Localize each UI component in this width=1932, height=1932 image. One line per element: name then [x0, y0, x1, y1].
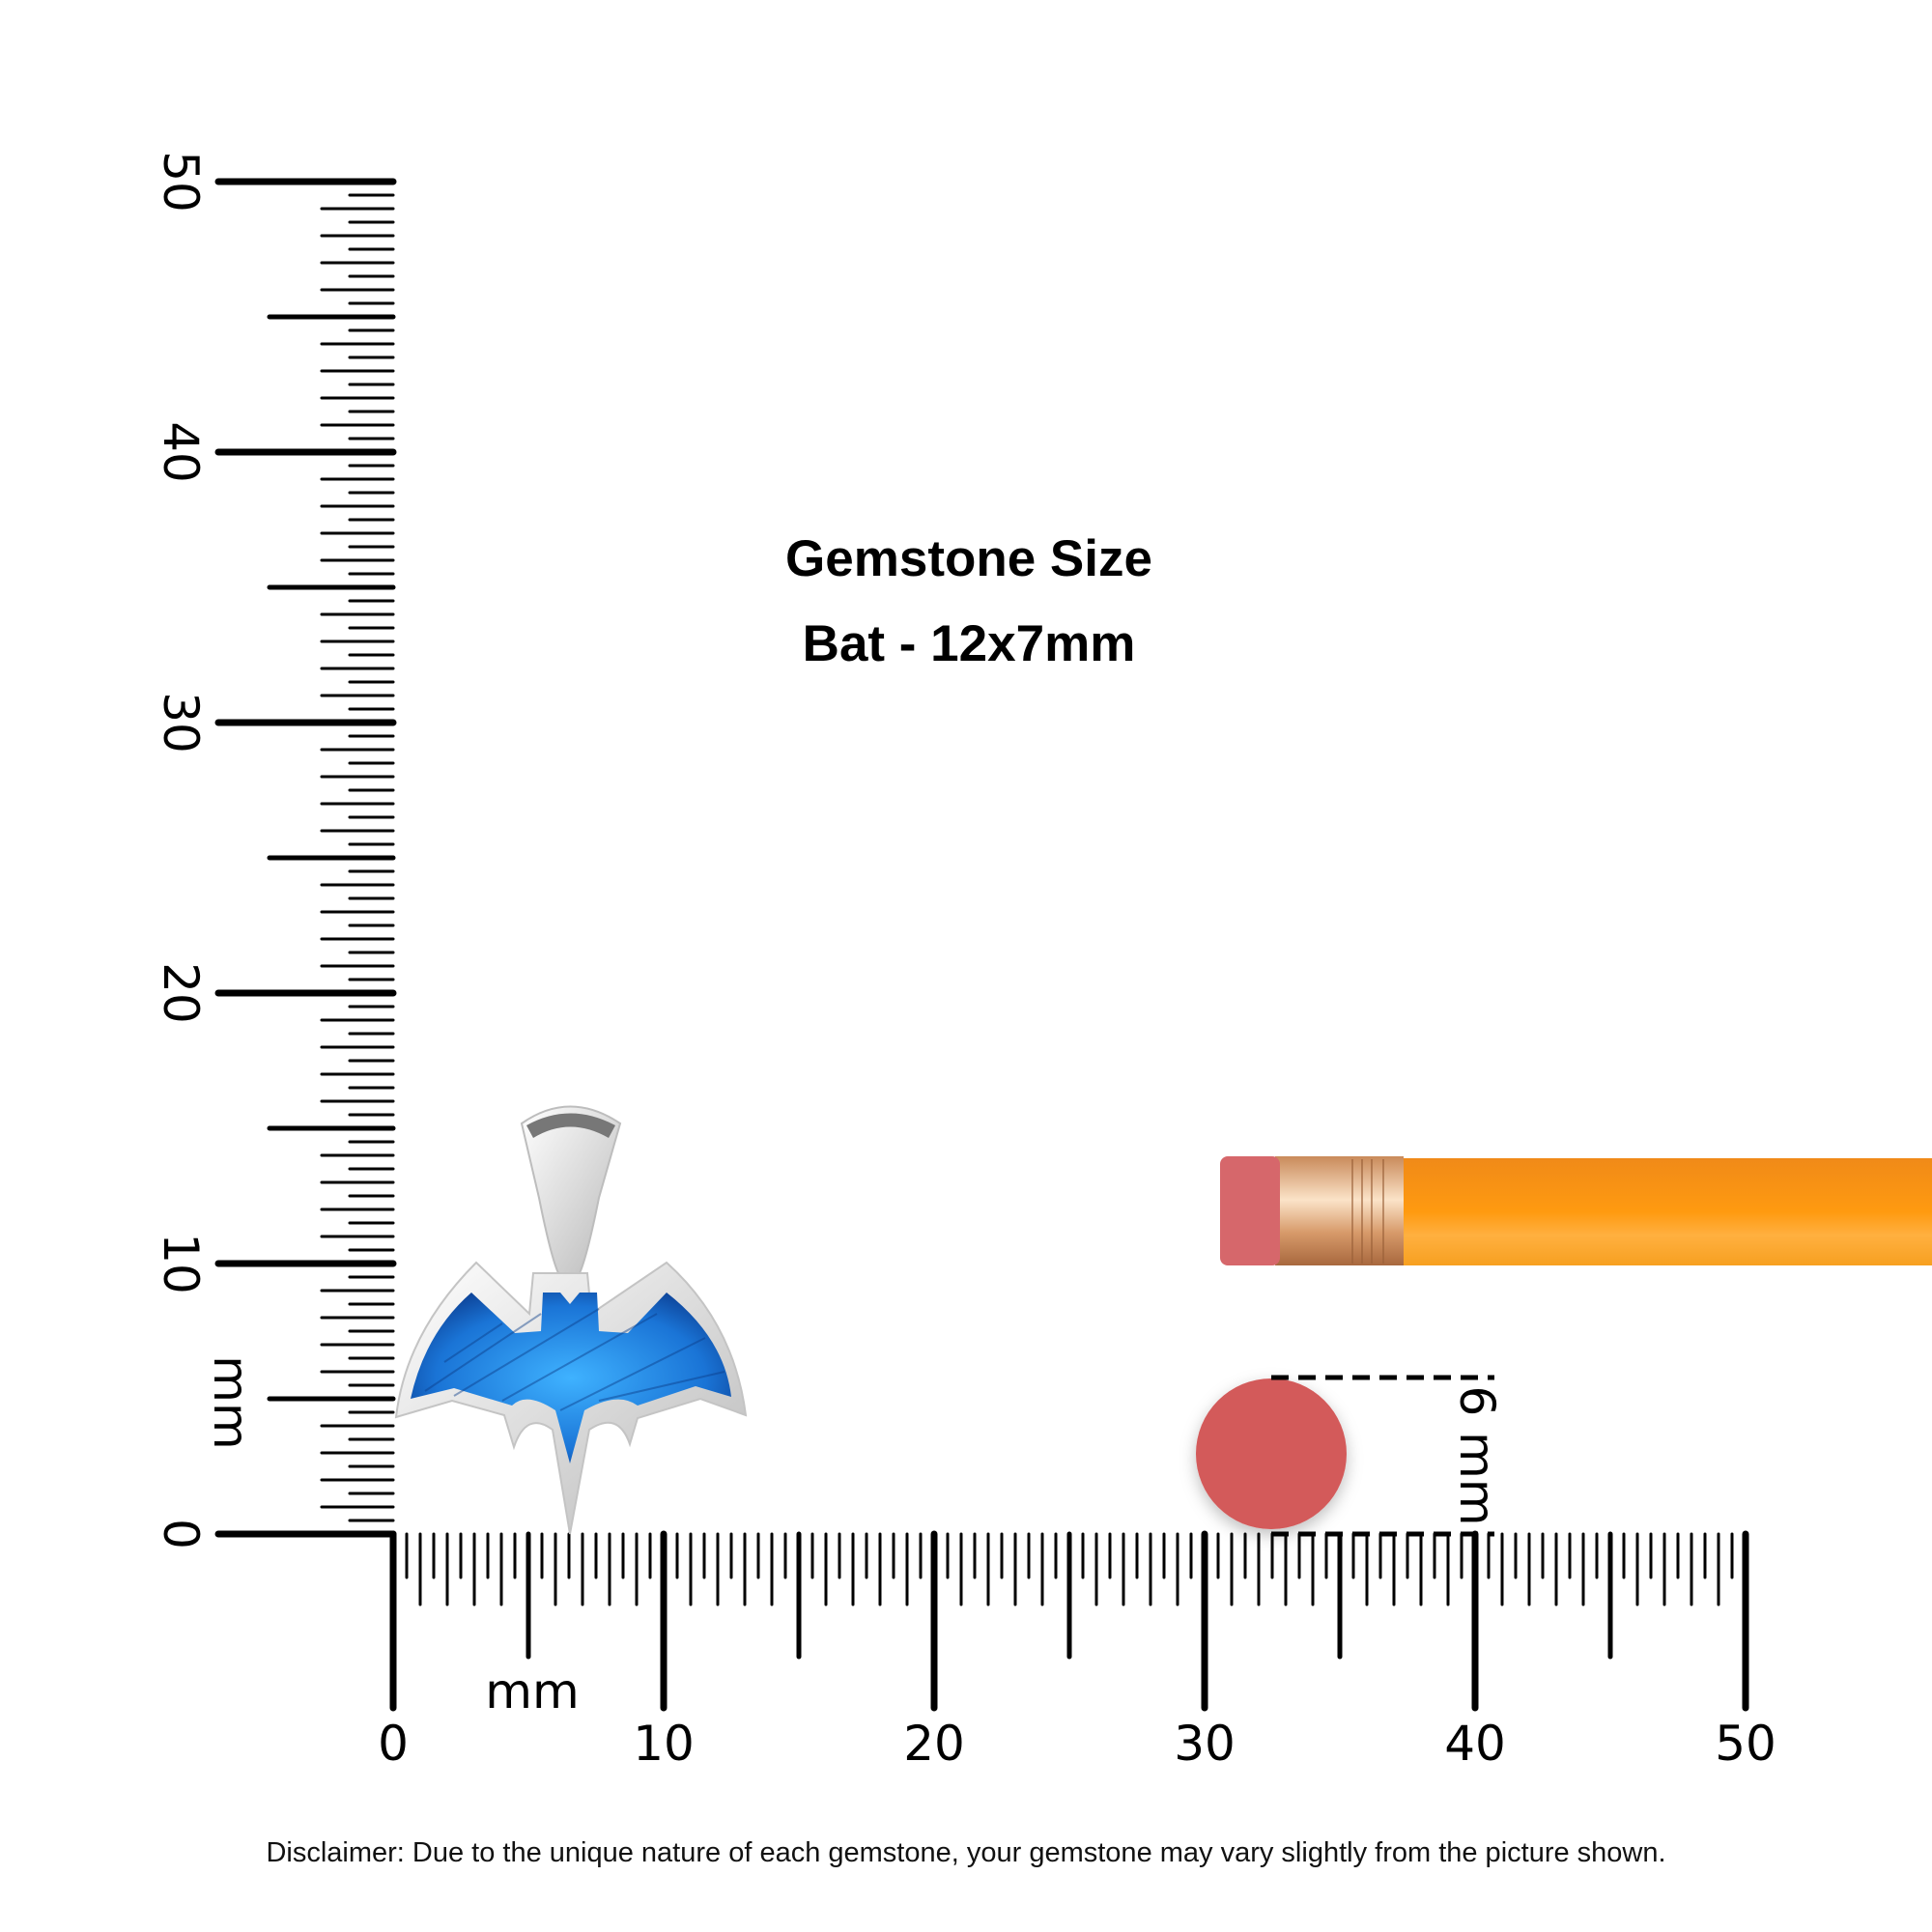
pencil-body [1401, 1158, 1932, 1265]
pencil-eraser [1220, 1156, 1280, 1265]
vertical-tick-label: 30 [153, 692, 209, 753]
horizontal-tick-label: 10 [633, 1716, 695, 1772]
labradorite-stone [411, 1293, 731, 1463]
ruler-ticks [214, 178, 1749, 1712]
vertical-ruler-labels: 0 10 20 30 40 50 [153, 151, 209, 1549]
gemstone-size-title: Gemstone Size [785, 530, 1152, 587]
horizontal-tick-label: 0 [378, 1716, 409, 1772]
eraser-disc [1196, 1378, 1347, 1529]
bat-pendant [394, 1105, 748, 1535]
pencil-ferrule [1275, 1156, 1404, 1265]
horizontal-tick-label: 30 [1174, 1716, 1236, 1772]
horizontal-tick-label: 40 [1444, 1716, 1506, 1772]
horizontal-tick-label: 50 [1715, 1716, 1776, 1772]
vertical-tick-label: 40 [153, 421, 209, 483]
vertical-tick-label: 10 [153, 1233, 209, 1294]
disclaimer-text: Disclaimer: Due to the unique nature of … [266, 1837, 1666, 1868]
vertical-tick-label: 50 [153, 151, 209, 213]
horizontal-unit-label: mm [485, 1663, 579, 1719]
horizontal-tick-label: 20 [903, 1716, 965, 1772]
vertical-tick-label: 0 [153, 1519, 209, 1549]
vertical-unit-label: mm [203, 1355, 259, 1449]
horizontal-ruler-labels: 0 10 20 30 40 50 [378, 1716, 1776, 1772]
reference-pencil [1220, 1156, 1932, 1265]
vertical-tick-label: 20 [153, 962, 209, 1024]
gemstone-size-subtitle: Bat - 12x7mm [802, 615, 1136, 672]
eraser-size-label: 6 mm [1449, 1385, 1505, 1525]
pendant-bail [520, 1105, 622, 1274]
